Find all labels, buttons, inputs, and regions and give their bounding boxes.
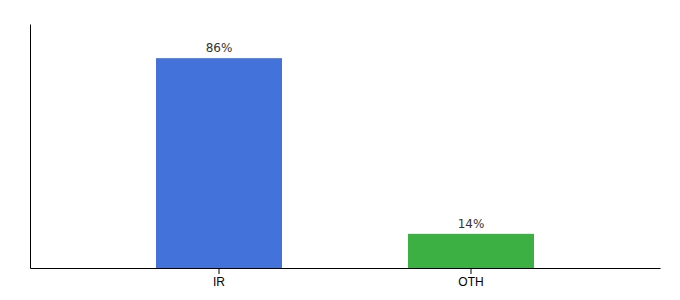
- y-axis: [30, 25, 31, 269]
- bar: [408, 234, 534, 268]
- y-axis-line: [30, 25, 31, 269]
- chart-container: IR OTH 86% 14%: [0, 0, 680, 300]
- x-tick-mark: [471, 268, 472, 274]
- x-tick-label: OTH: [458, 275, 483, 289]
- data-label: 14%: [458, 217, 485, 231]
- chart: IR OTH 86% 14%: [0, 0, 680, 300]
- x-tick: IR: [213, 268, 225, 289]
- data-label: 86%: [206, 41, 233, 55]
- x-tick-mark: [219, 268, 220, 274]
- x-tick-label: IR: [213, 275, 225, 289]
- bars: [156, 58, 534, 268]
- x-axis: IR OTH: [31, 268, 661, 289]
- data-labels: 86% 14%: [206, 41, 485, 231]
- plot: IR OTH 86% 14%: [31, 25, 661, 289]
- x-tick: OTH: [458, 268, 483, 289]
- x-axis-line: [31, 268, 661, 269]
- bar: [156, 58, 282, 268]
